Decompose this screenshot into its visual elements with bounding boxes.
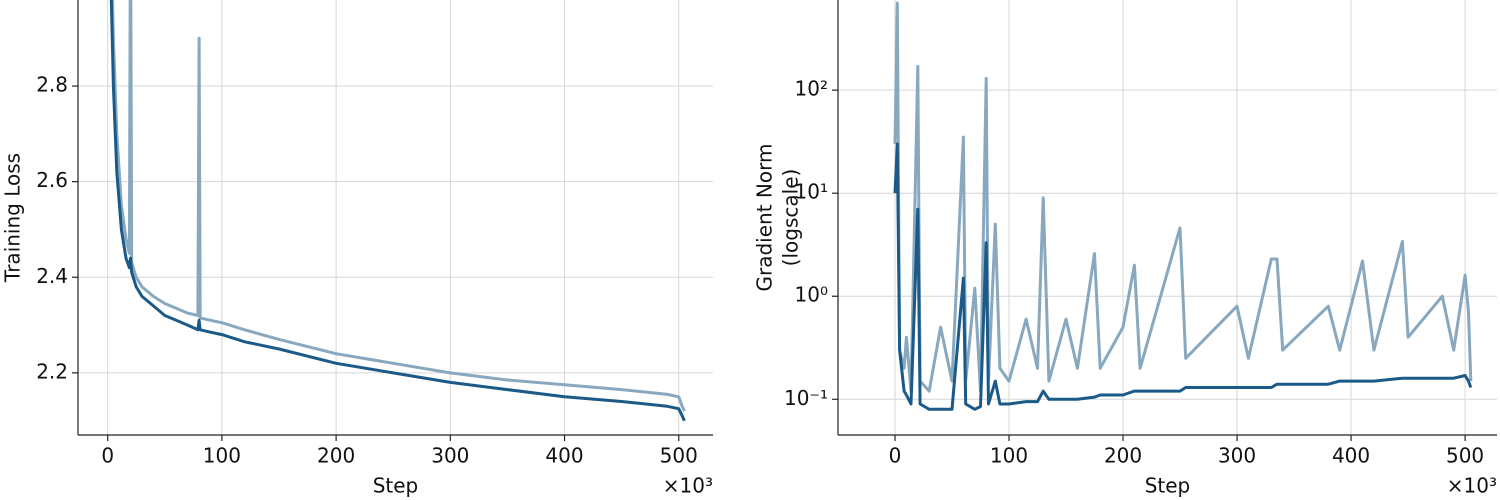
subplot: 0 100 200 300 400 500 2.2 2.4 2.6 2.8 Step ×10³ Trai…: [1, 0, 713, 498]
y-tick-label: 10²: [795, 77, 828, 101]
y-tick-label: 2.2: [36, 359, 68, 383]
x-tick-label: 100: [203, 444, 241, 468]
line-series: [110, 0, 686, 412]
x-offset-label: ×10³: [1447, 474, 1497, 498]
line-series: [893, 142, 1473, 411]
y-tick-label: 2.4: [36, 264, 68, 288]
x-axis-label: Step: [373, 474, 419, 498]
x-tick-label: 400: [545, 444, 583, 468]
y-axis-label: Training Loss: [1, 153, 25, 283]
line-series: [893, 1, 1473, 393]
y-tick-label: 10⁰: [795, 283, 828, 307]
subplot: 0 100 200 300 400 500 10⁻¹ 10⁰ 10¹ 10² Step ×10³ Gra…: [753, 0, 1497, 498]
x-axis-label: Step: [1145, 474, 1191, 498]
y-tick-label: 2.8: [36, 73, 68, 97]
y-axis-label: (logscale): [779, 169, 803, 267]
x-tick-label: 300: [1218, 444, 1256, 468]
line-series: [109, 0, 686, 422]
x-tick-label: 400: [1332, 444, 1370, 468]
x-tick-label: 0: [101, 444, 114, 468]
x-tick-label: 300: [431, 444, 469, 468]
y-tick-label: 2.6: [36, 168, 68, 192]
y-tick-label: 10⁻¹: [784, 386, 828, 410]
x-tick-label: 0: [889, 444, 902, 468]
y-axis-label: Gradient Norm: [753, 144, 777, 292]
y-tick-label: 10¹: [795, 180, 828, 204]
x-tick-label: 500: [1446, 444, 1484, 468]
x-tick-label: 100: [990, 444, 1028, 468]
x-tick-label: 200: [1104, 444, 1142, 468]
x-tick-label: 200: [317, 444, 355, 468]
x-tick-label: 500: [660, 444, 698, 468]
x-offset-label: ×10³: [663, 474, 713, 498]
